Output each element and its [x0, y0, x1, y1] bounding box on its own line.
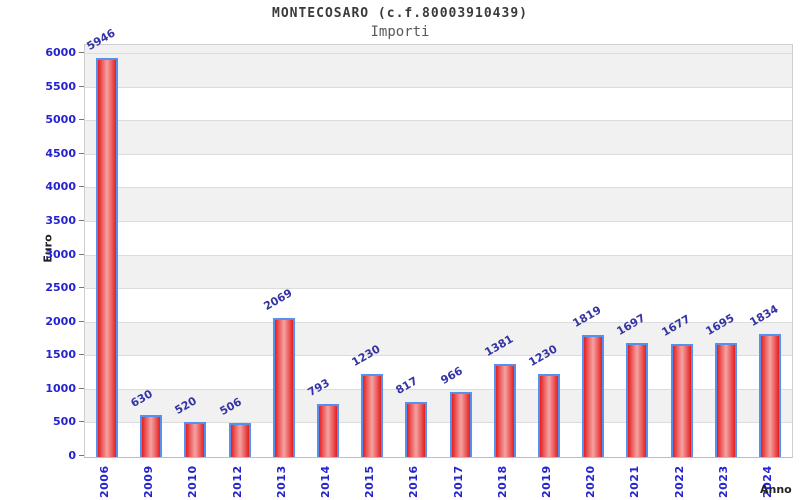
grid-band	[85, 45, 792, 55]
plot-area: 5946 630 520 506 2069 793 1230 817 966 1381 1230 18…	[84, 26, 793, 458]
bar-2016	[405, 402, 428, 457]
y-tick-label: 5500	[45, 79, 76, 93]
x-tick-label: 2022	[672, 465, 686, 498]
y-tick-label: 1000	[45, 381, 76, 395]
gridline	[85, 388, 792, 390]
x-tick-label: 2012	[230, 465, 244, 498]
y-tick-mark	[79, 387, 84, 389]
bar-2015	[361, 374, 384, 457]
y-tick-mark	[79, 287, 84, 289]
y-tick-label: 2000	[45, 314, 76, 328]
gridline	[85, 355, 792, 357]
gridline	[85, 220, 792, 222]
y-tick-mark	[79, 219, 84, 221]
bar-2006	[96, 57, 119, 457]
x-tick-label: 2015	[363, 465, 377, 498]
gridline	[85, 422, 792, 424]
y-tick-mark	[79, 186, 84, 188]
y-tick-label: 3500	[45, 213, 76, 227]
bar-2014	[317, 403, 340, 457]
bar-2019	[537, 374, 560, 457]
gridline	[85, 53, 792, 55]
gridline	[85, 153, 792, 155]
y-tick-mark	[79, 354, 84, 356]
y-tick-label: 4000	[45, 180, 76, 194]
y-tick-label: 2500	[45, 281, 76, 295]
y-tick-mark	[79, 320, 84, 322]
x-tick-label: 2016	[407, 465, 421, 498]
y-tick-mark	[79, 119, 84, 121]
x-tick-label: 2023	[716, 465, 730, 498]
y-tick-mark	[79, 421, 84, 423]
grid-band	[85, 255, 792, 290]
bar-2023	[714, 343, 737, 457]
bar-2018	[493, 364, 516, 457]
x-tick-label: 2020	[584, 465, 598, 498]
gridline	[85, 86, 792, 88]
bar-2021	[626, 343, 649, 457]
bar-2024	[758, 333, 781, 457]
bar-2009	[140, 414, 163, 457]
gridline	[85, 120, 792, 122]
x-tick-label: 2009	[142, 465, 156, 498]
grid-band	[85, 54, 792, 88]
y-tick-label: 1500	[45, 348, 76, 362]
grid-band	[85, 289, 792, 323]
y-tick-label: 5000	[45, 113, 76, 127]
x-tick-label: 2018	[495, 465, 509, 498]
y-tick-label: 6000	[45, 46, 76, 60]
y-tick-label: 0	[68, 449, 76, 462]
x-tick-label: 2021	[628, 465, 642, 498]
gridline	[85, 321, 792, 323]
grid-band	[85, 221, 792, 256]
bar-2013	[272, 318, 295, 457]
chart-subtitle: Importi	[370, 24, 430, 40]
y-tick-mark	[79, 85, 84, 87]
gridline	[85, 254, 792, 256]
x-tick-label: 2019	[539, 465, 553, 498]
grid-band	[85, 121, 792, 155]
x-axis-title: Anno	[760, 483, 792, 496]
y-tick-label: 4500	[45, 146, 76, 160]
gridline	[85, 288, 792, 290]
bar-2020	[582, 334, 605, 457]
grid-band	[85, 154, 792, 189]
x-tick-label: 2006	[98, 465, 112, 498]
y-tick-mark	[79, 455, 84, 456]
x-tick-label: 2014	[319, 465, 333, 498]
x-tick-label: 2013	[274, 465, 288, 498]
chart-title: MONTECOSARO (c.f.80003910439)	[272, 6, 528, 21]
y-tick-label: 3000	[45, 247, 76, 261]
y-tick-mark	[79, 52, 84, 54]
gridline	[85, 187, 792, 189]
y-tick-mark	[79, 152, 84, 154]
y-tick-label: 500	[53, 415, 76, 429]
bar-2010	[184, 422, 207, 457]
bar-2012	[228, 423, 251, 457]
grid-band	[85, 188, 792, 222]
x-tick-label: 2010	[186, 465, 200, 498]
bar-2017	[449, 392, 472, 457]
bar-2022	[670, 344, 693, 457]
x-tick-label: 2017	[451, 465, 465, 498]
grid-band	[85, 87, 792, 122]
y-tick-mark	[79, 253, 84, 255]
